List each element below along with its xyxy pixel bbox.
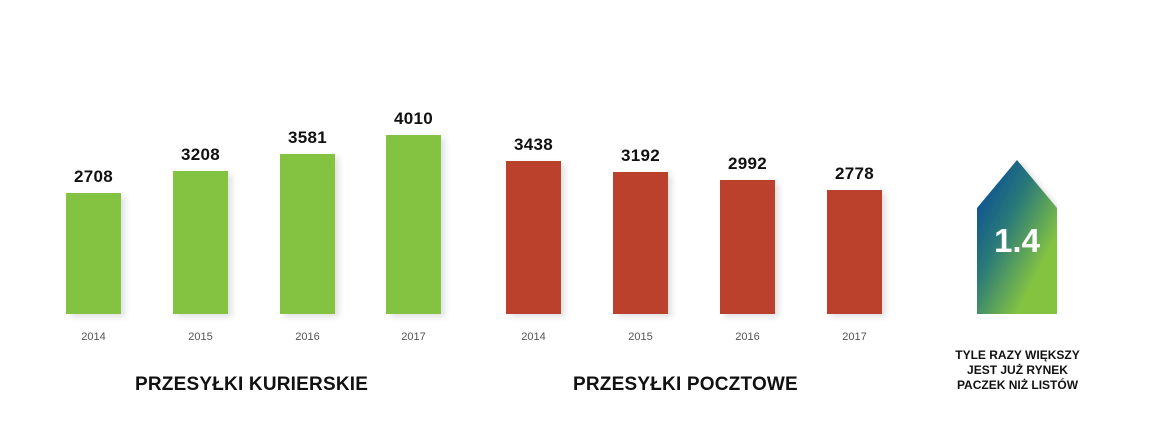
courier-year-label: 2017: [401, 331, 426, 343]
postal-year-label: 2016: [735, 331, 760, 343]
ratio-caption-line-2: JEST JUŻ RYNEK: [967, 363, 1068, 377]
postal-bar-2015: [613, 172, 668, 314]
postal-year-label: 2015: [628, 331, 653, 343]
courier-year-label: 2014: [81, 331, 106, 343]
courier-value-label: 4010: [393, 109, 434, 128]
courier-year-label: 2015: [188, 331, 213, 343]
courier-bar-2016: [280, 154, 335, 314]
ratio-value: 1.4: [994, 222, 1040, 259]
ratio-house-icon: [977, 160, 1057, 314]
postal-value-label: 2778: [834, 164, 875, 183]
postal-group-title: PRZESYŁKI POCZTOWE: [573, 374, 798, 395]
courier-value-label: 3208: [180, 145, 221, 164]
courier-bar-2017: [386, 135, 441, 314]
courier-group-title: PRZESYŁKI KURIERSKIE: [135, 374, 369, 395]
postal-year-label: 2017: [842, 331, 867, 343]
courier-value-label: 3581: [287, 128, 328, 147]
postal-value-label: 2992: [727, 154, 768, 173]
postal-value-label: 3192: [620, 146, 661, 165]
ratio-caption-line-3: PACZEK NIŻ LISTÓW: [956, 378, 1079, 392]
postal-bar-2014: [506, 161, 561, 314]
postal-year-label: 2014: [521, 331, 546, 343]
postal-value-label: 3438: [513, 135, 554, 154]
postal-bar-2016: [720, 180, 775, 314]
ratio-caption: TYLE RAZY WIĘKSZY JEST JUŻ RYNEK PACZEK …: [925, 348, 1110, 393]
courier-bar-2014: [66, 193, 121, 314]
courier-year-label: 2016: [295, 331, 320, 343]
courier-bar-2015: [173, 171, 228, 314]
ratio-caption-line-1: TYLE RAZY WIĘKSZY: [955, 348, 1080, 362]
postal-bar-2017: [827, 190, 882, 314]
courier-value-label: 2708: [73, 167, 114, 186]
